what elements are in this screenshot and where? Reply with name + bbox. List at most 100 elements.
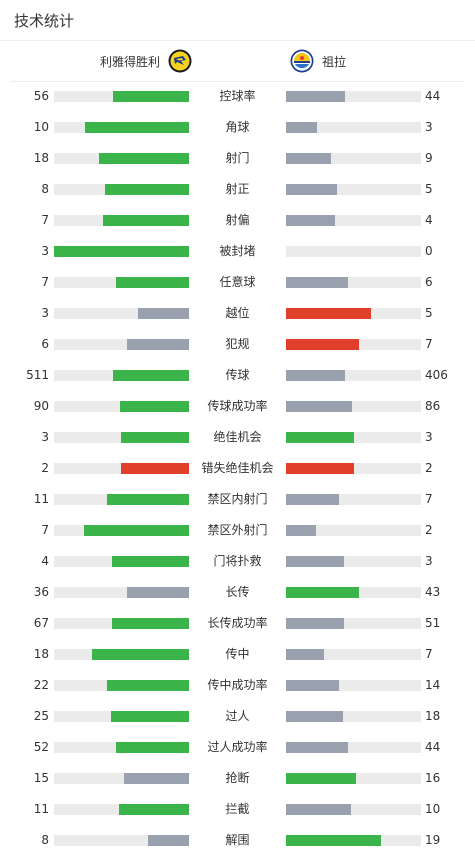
away-bar-track [286, 432, 421, 443]
away-bar-track [286, 587, 421, 598]
home-value: 8 [41, 833, 49, 847]
home-bar-fill [84, 525, 189, 536]
away-bar-fill [286, 835, 381, 846]
home-value: 36 [33, 585, 49, 599]
home-bar-fill [119, 804, 189, 815]
away-value: 6 [425, 275, 433, 289]
home-bar-fill [148, 835, 189, 846]
home-value: 56 [33, 89, 49, 103]
home-value: 18 [33, 151, 49, 165]
home-bar-fill [54, 246, 189, 257]
home-value: 67 [33, 616, 49, 630]
home-bar-track [54, 680, 189, 691]
away-value: 2 [425, 523, 433, 537]
home-bar-track [54, 556, 189, 567]
home-value: 7 [41, 275, 49, 289]
home-value: 3 [41, 306, 49, 320]
away-bar-fill [286, 742, 348, 753]
stat-label: 长传成功率 [207, 616, 268, 630]
home-bar-fill [92, 649, 189, 660]
away-value: 5 [425, 182, 433, 196]
stat-label: 禁区内射门 [207, 492, 268, 506]
page-title: 技术统计 [14, 11, 75, 30]
zorya-logo-icon [290, 49, 314, 73]
stat-row: 18 传中 7 [0, 639, 475, 670]
home-value: 8 [41, 182, 49, 196]
away-bar-fill [286, 184, 337, 195]
away-value: 14 [425, 678, 441, 692]
home-bar-fill [127, 339, 189, 350]
home-bar-fill [111, 711, 189, 722]
stat-row: 7 射偏 4 [0, 205, 475, 236]
stat-row: 8 解围 19 [0, 825, 475, 856]
stat-row: 3 越位 5 [0, 298, 475, 329]
home-bar-track [54, 246, 189, 257]
stat-label: 门将扑救 [213, 554, 262, 568]
home-value: 3 [41, 244, 49, 258]
away-bar-fill [286, 525, 316, 536]
stat-label: 绝佳机会 [213, 430, 262, 444]
stat-label: 传球 [225, 368, 250, 382]
home-bar-fill [107, 494, 189, 505]
stat-label: 越位 [225, 306, 250, 320]
away-bar-fill [286, 153, 331, 164]
home-bar-track [54, 525, 189, 536]
away-value: 2 [425, 461, 433, 475]
away-value: 7 [425, 337, 433, 351]
home-value: 2 [41, 461, 49, 475]
away-bar-track [286, 277, 421, 288]
stat-row: 90 传球成功率 86 [0, 391, 475, 422]
away-bar-track [286, 742, 421, 753]
away-bar-fill [286, 804, 351, 815]
away-value: 10 [425, 802, 441, 816]
home-bar-track [54, 711, 189, 722]
away-bar-fill [286, 91, 345, 102]
home-value: 10 [33, 120, 49, 134]
away-value: 0 [425, 244, 433, 258]
stat-label: 拦截 [225, 802, 250, 816]
away-value: 406 [425, 368, 448, 382]
away-bar-fill [286, 401, 352, 412]
stat-row: 15 抢断 16 [0, 763, 475, 794]
stats-list: 56 控球率 44 10 角球 3 18 射门 9 8 射正 5 7 射偏 4 3 被封堵 0 7 任意球 6 3 越位 5 6… [0, 81, 475, 856]
away-bar-track [286, 773, 421, 784]
home-bar-fill [116, 742, 189, 753]
away-bar-fill [286, 680, 339, 691]
away-bar-track [286, 215, 421, 226]
home-bar-fill [99, 153, 189, 164]
away-bar-fill [286, 649, 324, 660]
home-bar-track [54, 618, 189, 629]
away-bar-fill [286, 122, 317, 133]
home-bar-track [54, 91, 189, 102]
home-bar-track [54, 122, 189, 133]
title-bar: 技术统计 [0, 0, 475, 41]
away-bar-track [286, 680, 421, 691]
home-value: 7 [41, 213, 49, 227]
away-value: 18 [425, 709, 441, 723]
home-bar-track [54, 804, 189, 815]
away-value: 43 [425, 585, 441, 599]
home-bar-fill [121, 463, 189, 474]
away-team[interactable]: 祖拉 [290, 41, 346, 81]
home-team[interactable]: 利雅得胜利 [100, 41, 192, 81]
stat-label: 控球率 [219, 89, 256, 103]
stat-row: 6 犯规 7 [0, 329, 475, 360]
away-bar-track [286, 556, 421, 567]
away-bar-fill [286, 339, 359, 350]
away-bar-track [286, 184, 421, 195]
away-bar-track [286, 494, 421, 505]
stat-row: 8 射正 5 [0, 174, 475, 205]
home-bar-track [54, 773, 189, 784]
teams-header: 利雅得胜利 祖拉 [10, 41, 465, 82]
away-value: 3 [425, 430, 433, 444]
away-bar-track [286, 835, 421, 846]
stat-row: 67 长传成功率 51 [0, 608, 475, 639]
stat-row: 11 拦截 10 [0, 794, 475, 825]
stat-label: 射门 [225, 151, 250, 165]
away-value: 19 [425, 833, 441, 847]
stat-label: 射正 [225, 182, 250, 196]
home-value: 7 [41, 523, 49, 537]
stat-label: 犯规 [225, 337, 250, 351]
home-value: 25 [33, 709, 49, 723]
stat-label: 射偏 [225, 213, 250, 227]
